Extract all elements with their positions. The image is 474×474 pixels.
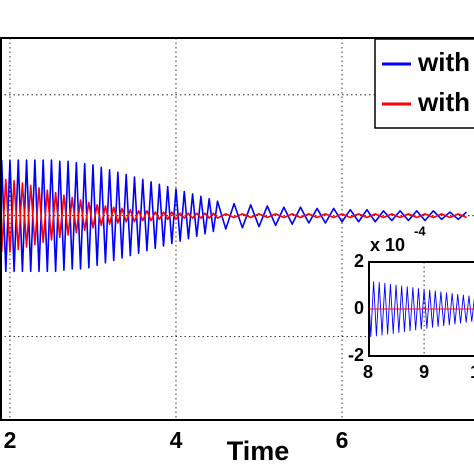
y-tick-label: 0 — [354, 298, 364, 318]
legend-label: with — [417, 87, 470, 117]
legend-label: with — [417, 47, 470, 77]
legend-box — [374, 38, 474, 129]
series-line — [0, 159, 468, 273]
x-axis-label: Time — [227, 436, 290, 466]
plot-border — [0, 37, 474, 421]
plot-border — [368, 261, 474, 357]
y-tick-label: 2 — [354, 251, 364, 271]
x-tick-label: 4 — [170, 427, 183, 453]
x-tick-label: 6 — [336, 427, 349, 453]
series-line — [368, 280, 474, 338]
series-line — [0, 178, 467, 253]
scale-exponent: -4 — [414, 223, 426, 238]
y-tick-label: -2 — [348, 345, 364, 365]
x-tick-label: 2 — [4, 427, 17, 453]
plot-clip — [368, 262, 474, 357]
x-tick-label: 8 — [363, 362, 373, 382]
scale-label: x 10 — [370, 235, 405, 255]
x-tick-label: 10 — [470, 362, 474, 382]
x-tick-label: 9 — [419, 362, 429, 382]
plot-clip — [0, 38, 474, 420]
